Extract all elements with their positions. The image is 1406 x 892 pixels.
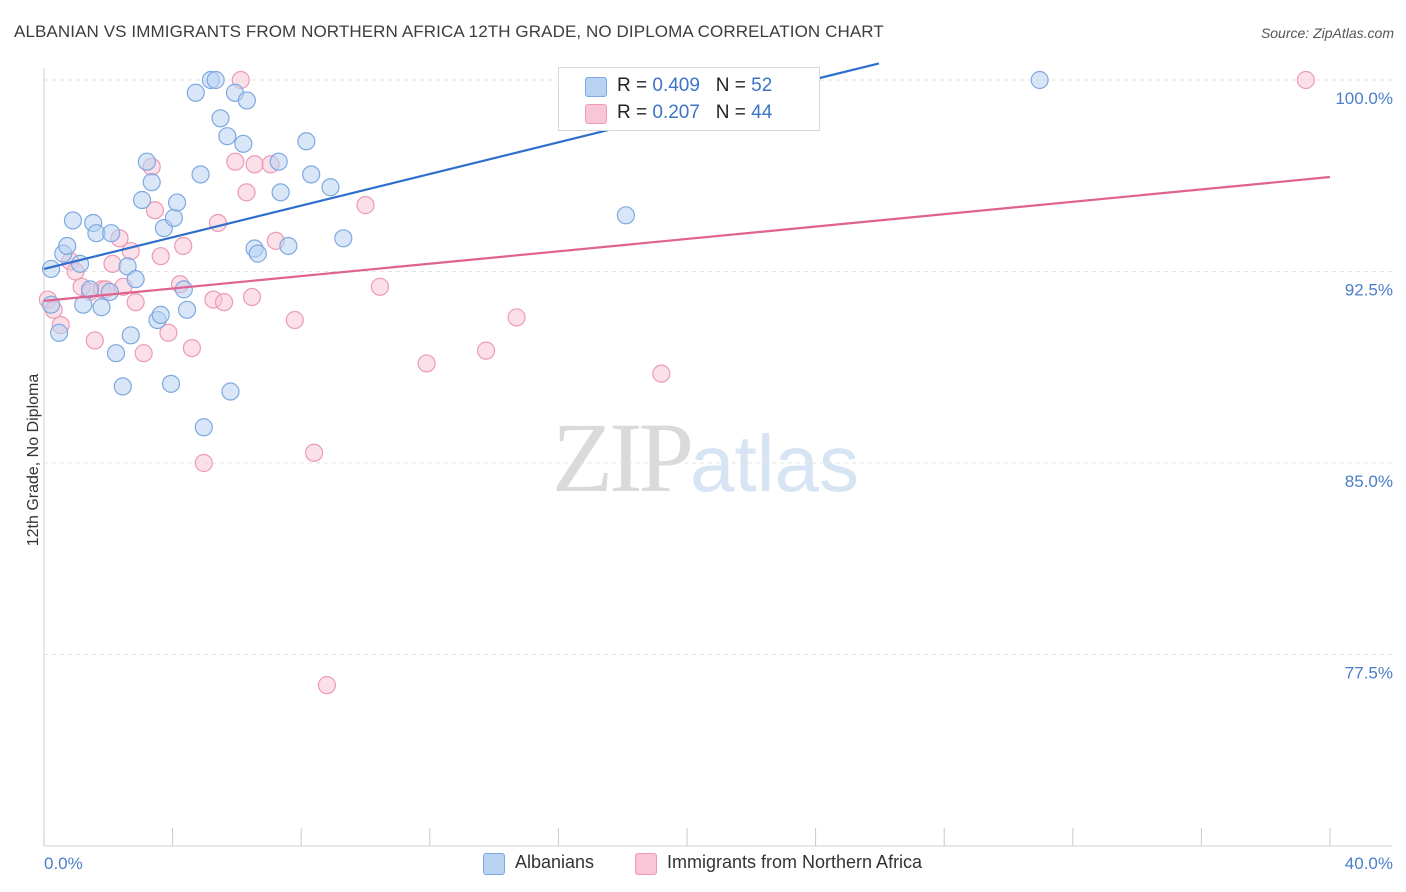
- immigrant-point: [285, 310, 304, 330]
- immigrant-point: [151, 247, 170, 266]
- albanian-point: [142, 173, 161, 192]
- albanian-point: [164, 208, 183, 227]
- bottom-swatch-blue: [483, 853, 505, 875]
- albanian-point: [279, 236, 298, 256]
- albanian-point: [177, 300, 197, 319]
- immigrant-point: [145, 201, 165, 220]
- legend-r-label: R =: [617, 75, 653, 96]
- immigrant-point: [226, 152, 245, 171]
- bottom-legend: Albanians Immigrants from Northern Afric…: [0, 852, 1406, 878]
- series-albanians: [41, 70, 1049, 437]
- albanian-point: [334, 229, 353, 248]
- albanian-point: [41, 259, 61, 279]
- immigrant-point: [85, 331, 104, 350]
- albanian-point: [186, 83, 205, 102]
- albanian-point: [221, 382, 240, 401]
- albanian-point: [174, 280, 193, 299]
- albanian-point: [194, 418, 213, 437]
- immigrant-point: [159, 323, 178, 342]
- immigrant-point: [134, 344, 153, 363]
- y-tick-label: 77.5%: [1345, 664, 1393, 683]
- y-tick-label: 85.0%: [1345, 472, 1393, 491]
- bottom-swatch-pink: [635, 853, 657, 875]
- immigrant-point: [507, 308, 526, 327]
- y-axis-label: 12th Grade, No Diploma: [25, 374, 42, 547]
- legend-text-albanians: R = 0.409 N = 52: [617, 75, 772, 97]
- albanian-point: [269, 152, 288, 171]
- immigrant-point: [417, 354, 436, 373]
- immigrant-point: [182, 339, 201, 358]
- legend-r-value: 0.207: [652, 102, 700, 123]
- albanian-point: [211, 109, 230, 128]
- immigrants-trend-line: [43, 175, 1331, 302]
- watermark-zip: ZIP: [552, 402, 694, 513]
- albanian-point: [137, 152, 156, 171]
- albanian-point: [132, 190, 152, 210]
- bottom-legend-label: Immigrants from Northern Africa: [667, 852, 923, 872]
- axes: [43, 68, 1392, 847]
- albanian-point: [100, 282, 120, 302]
- legend-n-label: N =: [715, 75, 752, 96]
- immigrant-point: [304, 443, 324, 462]
- immigrant-point: [652, 364, 671, 383]
- albanian-point: [50, 323, 69, 342]
- x-tick-label: 40.0%: [1345, 854, 1393, 873]
- albanian-point: [297, 132, 316, 151]
- stats-legend: R = 0.409 N = 52 R = 0.207 N = 44: [558, 67, 820, 131]
- y-tick-label: 92.5%: [1345, 281, 1393, 300]
- immigrant-point: [214, 293, 234, 312]
- albanian-point: [206, 70, 225, 90]
- legend-swatch-pink: [585, 104, 607, 124]
- immigrant-point: [317, 676, 337, 695]
- immigrant-point: [1296, 70, 1315, 90]
- albanian-point: [126, 270, 145, 289]
- immigrant-point: [237, 183, 256, 202]
- y-tick-label: 100.0%: [1335, 89, 1393, 108]
- immigrant-point: [370, 277, 390, 296]
- immigrant-point: [194, 453, 213, 473]
- albanian-point: [168, 193, 187, 212]
- albanian-point: [106, 344, 126, 363]
- albanian-point: [151, 305, 170, 325]
- immigrant-point: [174, 236, 193, 256]
- bottom-legend-label: Albanians: [515, 852, 595, 872]
- albanian-point: [161, 374, 181, 393]
- albanian-point: [248, 244, 267, 263]
- legend-r-value: 0.409: [652, 75, 700, 96]
- legend-n-value: 52: [751, 75, 773, 96]
- immigrant-point: [476, 341, 496, 360]
- albanian-point: [237, 91, 256, 110]
- albanian-point: [121, 326, 140, 345]
- immigrant-point: [356, 196, 375, 215]
- immigrant-point: [103, 254, 122, 273]
- albanian-point: [113, 377, 132, 396]
- albanian-point: [1030, 70, 1049, 90]
- legend-text-immigrants: R = 0.207 N = 44: [617, 102, 772, 124]
- legend-n-value: 44: [751, 102, 773, 123]
- x-tick-label: 0.0%: [44, 854, 83, 873]
- immigrant-point: [208, 213, 228, 233]
- albanian-point: [302, 165, 321, 184]
- immigrant-point: [242, 287, 262, 307]
- albanian-point: [92, 298, 111, 317]
- albanian-point: [321, 178, 340, 197]
- chart-title: ALBANIAN VS IMMIGRANTS FROM NORTHERN AFR…: [14, 22, 884, 41]
- albanian-point: [616, 206, 636, 225]
- albanian-point: [58, 236, 77, 256]
- albanian-point: [234, 134, 253, 153]
- albanian-point: [102, 224, 121, 243]
- legend-swatch-blue: [585, 77, 607, 97]
- albanian-point: [218, 127, 237, 146]
- immigrant-point: [245, 155, 264, 174]
- albanian-point: [271, 183, 290, 202]
- legend-r-label: R =: [617, 102, 653, 123]
- tick-labels: 77.5% 85.0% 92.5% 100.0% 0.0% 40.0%: [44, 89, 1393, 873]
- albanian-point: [191, 165, 210, 184]
- albanian-point: [80, 280, 100, 299]
- source-label: Source: ZipAtlas.com: [1260, 25, 1394, 41]
- albanian-point: [63, 211, 83, 230]
- immigrant-point: [126, 293, 145, 312]
- legend-n-label: N =: [715, 102, 752, 123]
